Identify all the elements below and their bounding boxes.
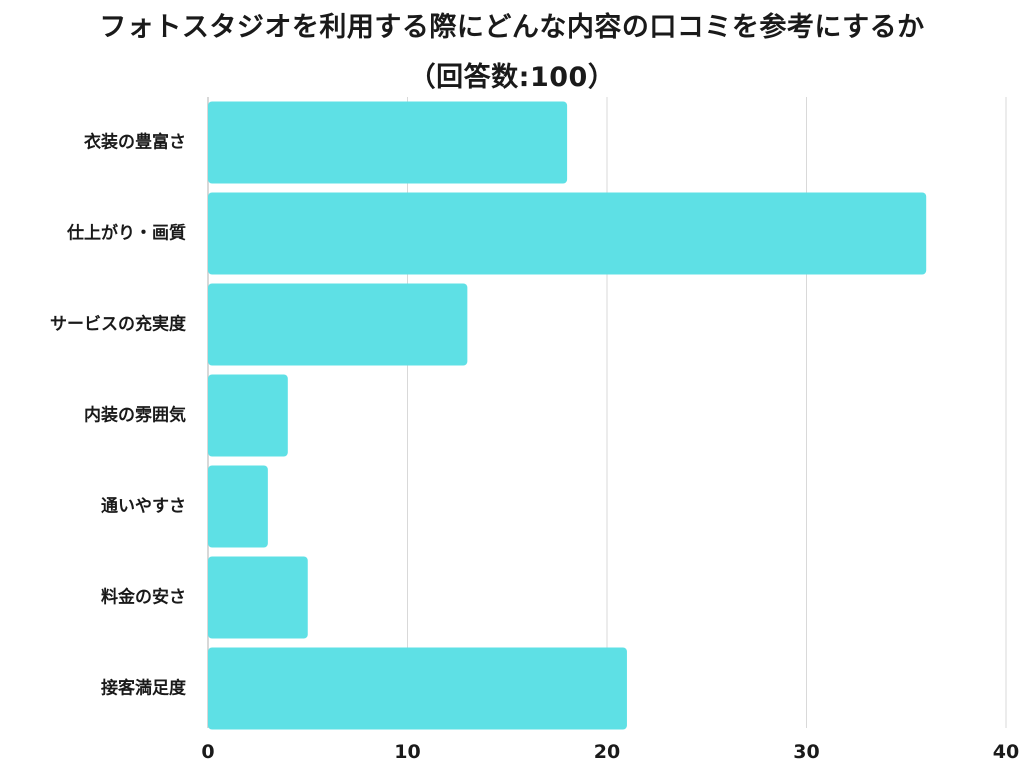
x-tick-label: 10 (394, 741, 420, 763)
bar (208, 283, 468, 366)
x-tick-label: 30 (793, 741, 819, 763)
bar (208, 556, 308, 639)
category-label: サービスの充実度 (50, 314, 187, 335)
category-labels: 衣装の豊富さ仕上がり・画質サービスの充実度内装の雰囲気通いやすさ料金の安さ接客満… (50, 132, 187, 699)
category-label: 仕上がり・画質 (66, 223, 186, 244)
category-label: 接客満足度 (101, 678, 187, 699)
bar (208, 465, 268, 548)
gridlines (207, 97, 1007, 728)
chart-title: フォトスタジオを利用する際にどんな内容の口コミを参考にするか (99, 12, 925, 43)
bar (208, 647, 627, 730)
category-label: 通いやすさ (101, 497, 186, 517)
category-label: 衣装の豊富さ (84, 132, 186, 153)
bar (208, 374, 288, 457)
bars (208, 101, 927, 730)
x-tick-label: 40 (993, 741, 1019, 763)
chart-subtitle: （回答数:100） (408, 62, 616, 93)
bar (208, 192, 927, 275)
bar (208, 101, 568, 184)
x-tick-label: 20 (594, 741, 620, 763)
category-label: 料金の安さ (101, 587, 186, 608)
category-label: 内装の雰囲気 (84, 405, 186, 426)
x-tick-label: 0 (201, 741, 214, 763)
x-axis-ticks: 0 10 20 30 40 (201, 741, 1019, 763)
